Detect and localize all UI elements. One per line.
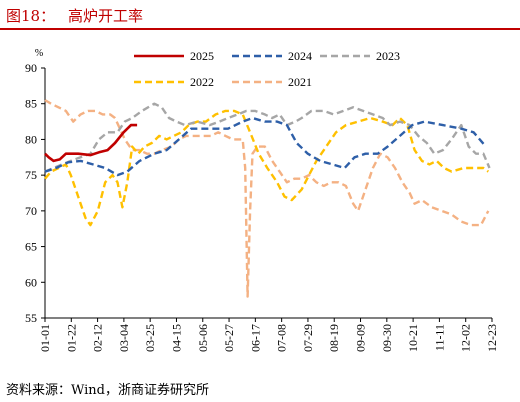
legend-label: 2025: [190, 49, 214, 63]
series-line-2025: [44, 123, 138, 163]
figure-label: 图18：: [6, 7, 56, 25]
chart-title: 高炉开工率: [68, 7, 144, 25]
x-tick-label: 06-17: [248, 324, 262, 352]
y-tick-label: 70: [25, 204, 37, 218]
x-tick-label: 07-08: [275, 324, 289, 352]
y-tick-label: 90: [25, 61, 37, 75]
legend-item-2024: 2024: [232, 49, 312, 63]
x-tick-label: 07-29: [301, 324, 315, 352]
x-tick-label: 05-27: [222, 324, 236, 352]
x-tick-label: 05-06: [196, 324, 210, 352]
series-line-2022: [44, 109, 490, 227]
source-note: 资料来源：Wind，浙商证券研究所: [6, 383, 209, 398]
legend-label: 2021: [288, 75, 312, 89]
series-line-2024: [44, 116, 487, 177]
x-tick-label: 09-09: [354, 324, 368, 352]
x-tick-label: 01-01: [38, 324, 52, 352]
title-rule: [0, 28, 520, 30]
x-tick-label: 02-12: [91, 324, 105, 352]
y-tick-label: 65: [25, 240, 37, 254]
x-tick-label: 03-25: [143, 324, 157, 352]
legend-item-2025: 2025: [134, 49, 214, 63]
y-axis-unit: %: [35, 48, 43, 59]
x-tick-label: 10-21: [406, 324, 420, 352]
legend-item-2022: 2022: [134, 75, 214, 89]
x-tick-label: 04-15: [169, 324, 183, 352]
x-tick-label: 03-04: [117, 324, 131, 352]
legend-label: 2022: [190, 75, 214, 89]
x-tick-label: 12-02: [459, 324, 473, 352]
legend-item-2023: 2023: [320, 49, 400, 63]
y-tick-label: 80: [25, 132, 37, 146]
x-tick-label: 12-23: [485, 324, 499, 352]
title-bar: 图18： 高炉开工率: [0, 0, 520, 28]
x-tick-label: 08-19: [327, 324, 341, 352]
y-tick-label: 60: [25, 275, 37, 289]
y-tick-label: 75: [25, 168, 37, 182]
line-chart: 55 60 65 70 75 80 85 90% 01-01 01-22 02-12 03-04 03-…: [25, 48, 499, 352]
x-tick-label: 09-30: [380, 324, 394, 352]
y-tick-label: 85: [25, 97, 37, 111]
legend-label: 2023: [376, 49, 400, 63]
series-line-2021: [44, 99, 490, 298]
y-tick-label: 55: [25, 311, 37, 325]
series-line-2023: [44, 102, 491, 173]
legend-item-2021: 2021: [232, 75, 312, 89]
x-tick-label: 01-22: [64, 324, 78, 352]
x-tick-label: 11-11: [432, 324, 446, 351]
legend-label: 2024: [288, 49, 312, 63]
